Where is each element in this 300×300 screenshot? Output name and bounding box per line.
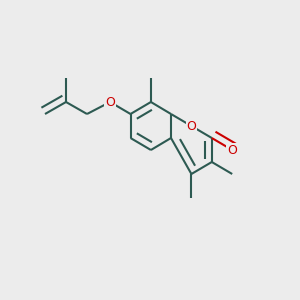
Text: O: O <box>227 143 237 157</box>
Text: O: O <box>105 95 115 109</box>
Text: O: O <box>187 119 196 133</box>
